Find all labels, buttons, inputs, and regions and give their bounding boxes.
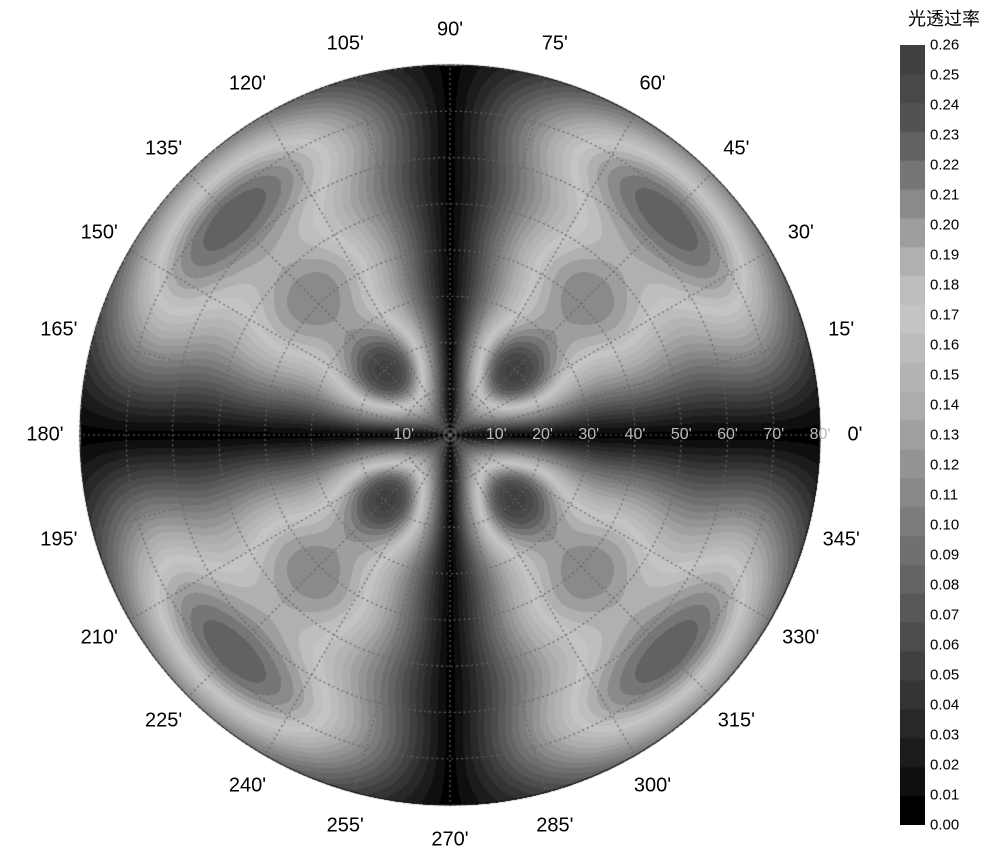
colorbar-tick: 0.14 bbox=[930, 397, 959, 414]
colorbar-tick: 0.21 bbox=[930, 187, 959, 204]
colorbar-tick: 0.07 bbox=[930, 607, 959, 624]
azimuth-label: 240' bbox=[229, 774, 266, 797]
azimuth-label: 60' bbox=[639, 73, 665, 96]
colorbar-tick: 0.13 bbox=[930, 427, 959, 444]
radial-label: 10' bbox=[393, 426, 414, 444]
azimuth-label: 300' bbox=[634, 774, 671, 797]
radial-label: 20' bbox=[532, 426, 553, 444]
colorbar-tick: 0.25 bbox=[930, 67, 959, 84]
azimuth-label: 315' bbox=[718, 710, 755, 733]
azimuth-label: 210' bbox=[81, 626, 118, 649]
colorbar-tick: 0.11 bbox=[930, 487, 958, 504]
radial-label: 80' bbox=[810, 426, 831, 444]
colorbar-tick: 0.26 bbox=[930, 37, 959, 54]
azimuth-label: 195' bbox=[40, 528, 77, 551]
colorbar-tick: 0.16 bbox=[930, 337, 959, 354]
colorbar-tick: 0.09 bbox=[930, 547, 959, 564]
azimuth-label: 120' bbox=[229, 73, 266, 96]
azimuth-label: 345' bbox=[823, 528, 860, 551]
colorbar-tick: 0.12 bbox=[930, 457, 959, 474]
radial-label: 50' bbox=[671, 426, 692, 444]
colorbar-tick: 0.20 bbox=[930, 217, 959, 234]
azimuth-label: 150' bbox=[81, 221, 118, 244]
azimuth-label: 285' bbox=[536, 815, 573, 838]
azimuth-label: 30' bbox=[788, 221, 814, 244]
azimuth-label: 225' bbox=[145, 710, 182, 733]
colorbar-tick: 0.05 bbox=[930, 667, 959, 684]
colorbar-tick: 0.06 bbox=[930, 637, 959, 654]
polar-transmittance-chart: 光透过率 0.000.010.020.030.040.050.060.070.0… bbox=[0, 0, 1000, 867]
azimuth-label: 0' bbox=[848, 424, 863, 447]
azimuth-label: 90' bbox=[437, 19, 463, 42]
azimuth-label: 270' bbox=[431, 829, 468, 852]
radial-label: 30' bbox=[578, 426, 599, 444]
azimuth-label: 135' bbox=[145, 137, 182, 160]
azimuth-label: 45' bbox=[723, 137, 749, 160]
radial-label: 60' bbox=[717, 426, 738, 444]
azimuth-label: 330' bbox=[782, 626, 819, 649]
colorbar-tick: 0.18 bbox=[930, 277, 959, 294]
colorbar-tick: 0.04 bbox=[930, 697, 959, 714]
radial-label: 70' bbox=[763, 426, 784, 444]
colorbar-tick: 0.02 bbox=[930, 757, 959, 774]
colorbar-tick: 0.17 bbox=[930, 307, 959, 324]
radial-label: 40' bbox=[625, 426, 646, 444]
colorbar-tick: 0.24 bbox=[930, 97, 959, 114]
colorbar-tick: 0.22 bbox=[930, 157, 959, 174]
azimuth-label: 15' bbox=[828, 319, 854, 342]
azimuth-label: 165' bbox=[40, 319, 77, 342]
colorbar-tick: 0.08 bbox=[930, 577, 959, 594]
colorbar-title: 光透过率 bbox=[908, 5, 980, 31]
colorbar-tick: 0.01 bbox=[930, 787, 959, 804]
colorbar-tick: 0.03 bbox=[930, 727, 959, 744]
colorbar-tick: 0.23 bbox=[930, 127, 959, 144]
azimuth-label: 75' bbox=[542, 32, 568, 55]
colorbar: 0.00 0.01 0.02 0.03 0.04 0.05 0.06 0.07 0.08 0.09… bbox=[900, 35, 980, 835]
colorbar-tick: 0.10 bbox=[930, 517, 959, 534]
colorbar-tick: 0.19 bbox=[930, 247, 959, 264]
colorbar-tick: 0.15 bbox=[930, 367, 959, 384]
colorbar-canvas bbox=[900, 45, 925, 825]
radial-label: 10' bbox=[486, 426, 507, 444]
azimuth-label: 105' bbox=[327, 32, 364, 55]
azimuth-label: 180' bbox=[26, 424, 63, 447]
azimuth-label: 255' bbox=[327, 815, 364, 838]
colorbar-tick: 0.00 bbox=[930, 817, 959, 834]
